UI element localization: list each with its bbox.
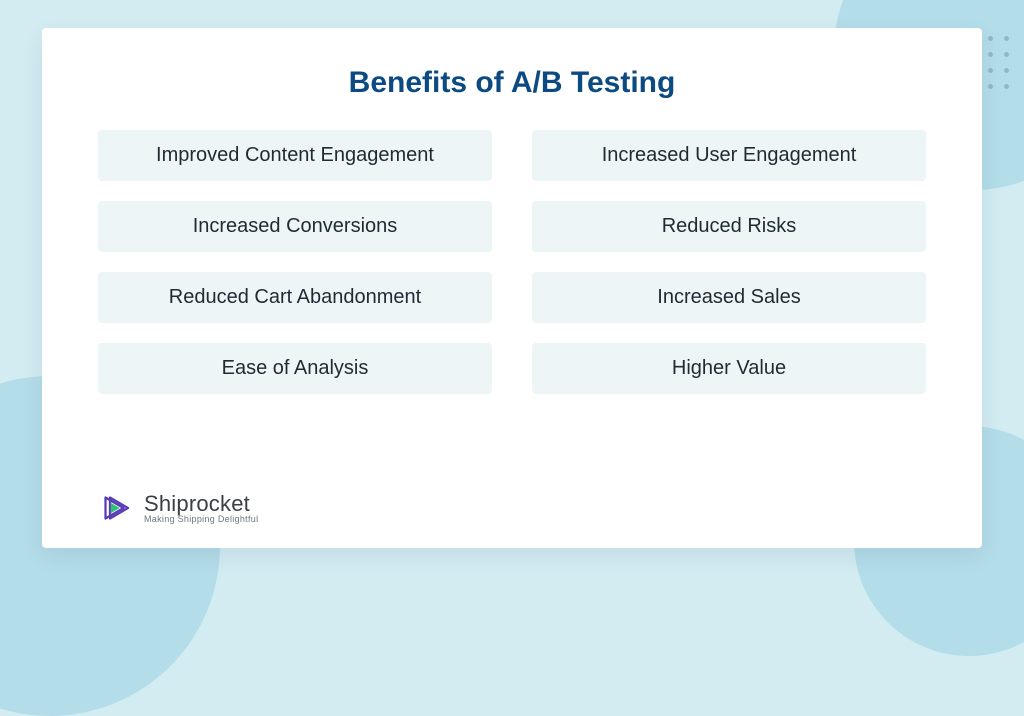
benefit-pill: Increased User Engagement [532, 130, 926, 181]
benefit-pill: Increased Conversions [98, 201, 492, 252]
brand-tagline: Making Shipping Delightful [144, 515, 258, 524]
infographic-title: Benefits of A/B Testing [98, 66, 926, 100]
brand-name: Shiprocket [144, 492, 258, 515]
benefits-grid: Improved Content Engagement Increased Us… [98, 130, 926, 394]
brand-logo: Shiprocket Making Shipping Delightful [98, 490, 258, 526]
benefit-pill: Higher Value [532, 343, 926, 394]
play-triangle-stack-icon [98, 490, 134, 526]
brand-text: Shiprocket Making Shipping Delightful [144, 492, 258, 525]
benefit-pill: Improved Content Engagement [98, 130, 492, 181]
benefit-pill: Ease of Analysis [98, 343, 492, 394]
benefit-pill: Reduced Cart Abandonment [98, 272, 492, 323]
benefit-pill: Increased Sales [532, 272, 926, 323]
content-card: Benefits of A/B Testing Improved Content… [42, 28, 982, 548]
benefit-pill: Reduced Risks [532, 201, 926, 252]
